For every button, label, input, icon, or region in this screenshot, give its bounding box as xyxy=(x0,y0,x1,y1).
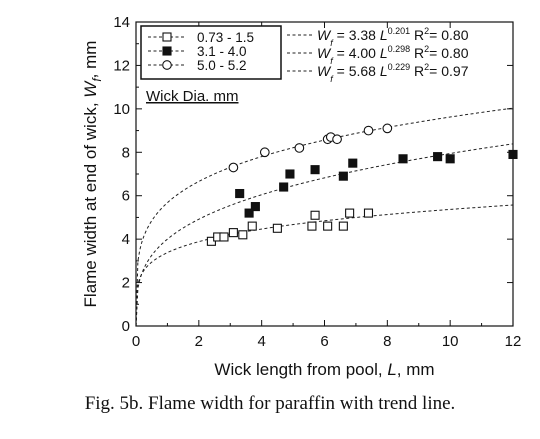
data-point-series-2 xyxy=(398,154,408,164)
flame-width-chart: 0 2 4 6 8 10 12 0 2 4 6 8 10 12 14 Wick length from poo… xyxy=(81,14,522,379)
fit-equation-series-1: Wf = 3.38 L0.201 R2= 0.80 xyxy=(317,26,469,48)
data-point-series-1 xyxy=(307,221,317,231)
data-point-series-1 xyxy=(238,230,248,240)
legend-title: Wick Dia. mm xyxy=(146,88,239,105)
legend-label-series-1: 0.73 - 1.5 xyxy=(197,30,254,45)
data-point-series-1 xyxy=(228,228,238,238)
y-tick-label: 10 xyxy=(113,101,130,118)
x-tick-label: 4 xyxy=(257,333,265,350)
legend-marker-series-1 xyxy=(162,32,172,42)
data-point-series-1 xyxy=(272,223,282,233)
x-tick-label: 12 xyxy=(505,333,522,350)
y-tick-label: 0 xyxy=(122,318,130,335)
fit-equation-series-3: Wf = 5.68 L0.229 R2= 0.97 xyxy=(317,62,469,84)
x-tick-label: 8 xyxy=(383,333,391,350)
x-tick-label: 2 xyxy=(195,333,203,350)
legend-label-series-2: 3.1 - 4.0 xyxy=(197,44,247,59)
data-point-series-3 xyxy=(294,143,305,153)
fit-line-series-1 xyxy=(135,204,514,327)
data-point-series-1 xyxy=(219,232,229,242)
x-axis-label: Wick length from pool, L, mm xyxy=(214,360,434,379)
data-point-series-2 xyxy=(244,208,254,218)
x-tick-label: 6 xyxy=(320,333,328,350)
data-point-series-2 xyxy=(338,171,348,181)
data-point-series-2 xyxy=(235,188,245,199)
figure-caption: Fig. 5b. Flame width for paraffin with t… xyxy=(84,393,456,414)
data-point-series-1 xyxy=(363,208,374,218)
y-tick-label: 4 xyxy=(122,231,130,248)
legend-label-series-3: 5.0 - 5.2 xyxy=(197,58,247,73)
fit-equation-series-2: Wf = 4.00 L0.298 R2= 0.80 xyxy=(317,44,469,66)
y-axis-label: Flame width at end of wick, Wf, mm xyxy=(81,41,104,308)
data-point-series-2 xyxy=(279,182,289,192)
data-point-series-1 xyxy=(338,221,348,231)
data-point-series-1 xyxy=(323,221,333,231)
data-point-series-1 xyxy=(345,208,355,218)
y-tick-label: 14 xyxy=(113,14,130,31)
data-point-series-2 xyxy=(348,158,358,168)
data-point-series-1 xyxy=(310,210,320,220)
data-point-series-2 xyxy=(445,154,455,164)
data-point-series-3 xyxy=(332,134,342,145)
data-point-series-3 xyxy=(382,123,393,134)
y-tick-label: 12 xyxy=(113,57,130,74)
data-point-series-1 xyxy=(247,221,257,231)
data-point-series-2 xyxy=(250,202,260,212)
legend-marker-series-3 xyxy=(162,60,172,70)
data-point-series-2 xyxy=(433,152,443,162)
y-tick-label: 2 xyxy=(122,275,130,292)
fit-line-series-2 xyxy=(135,143,514,327)
legend-marker-series-2 xyxy=(162,46,172,56)
y-tick-label: 8 xyxy=(122,144,130,161)
data-point-series-3 xyxy=(228,162,239,173)
x-tick-label: 10 xyxy=(442,333,459,350)
data-point-series-3 xyxy=(259,147,270,158)
y-tick-label: 6 xyxy=(122,188,130,205)
x-tick-label: 0 xyxy=(132,333,140,350)
data-point-series-3 xyxy=(363,125,374,136)
data-point-series-2 xyxy=(310,165,320,175)
data-point-series-2 xyxy=(285,169,295,179)
